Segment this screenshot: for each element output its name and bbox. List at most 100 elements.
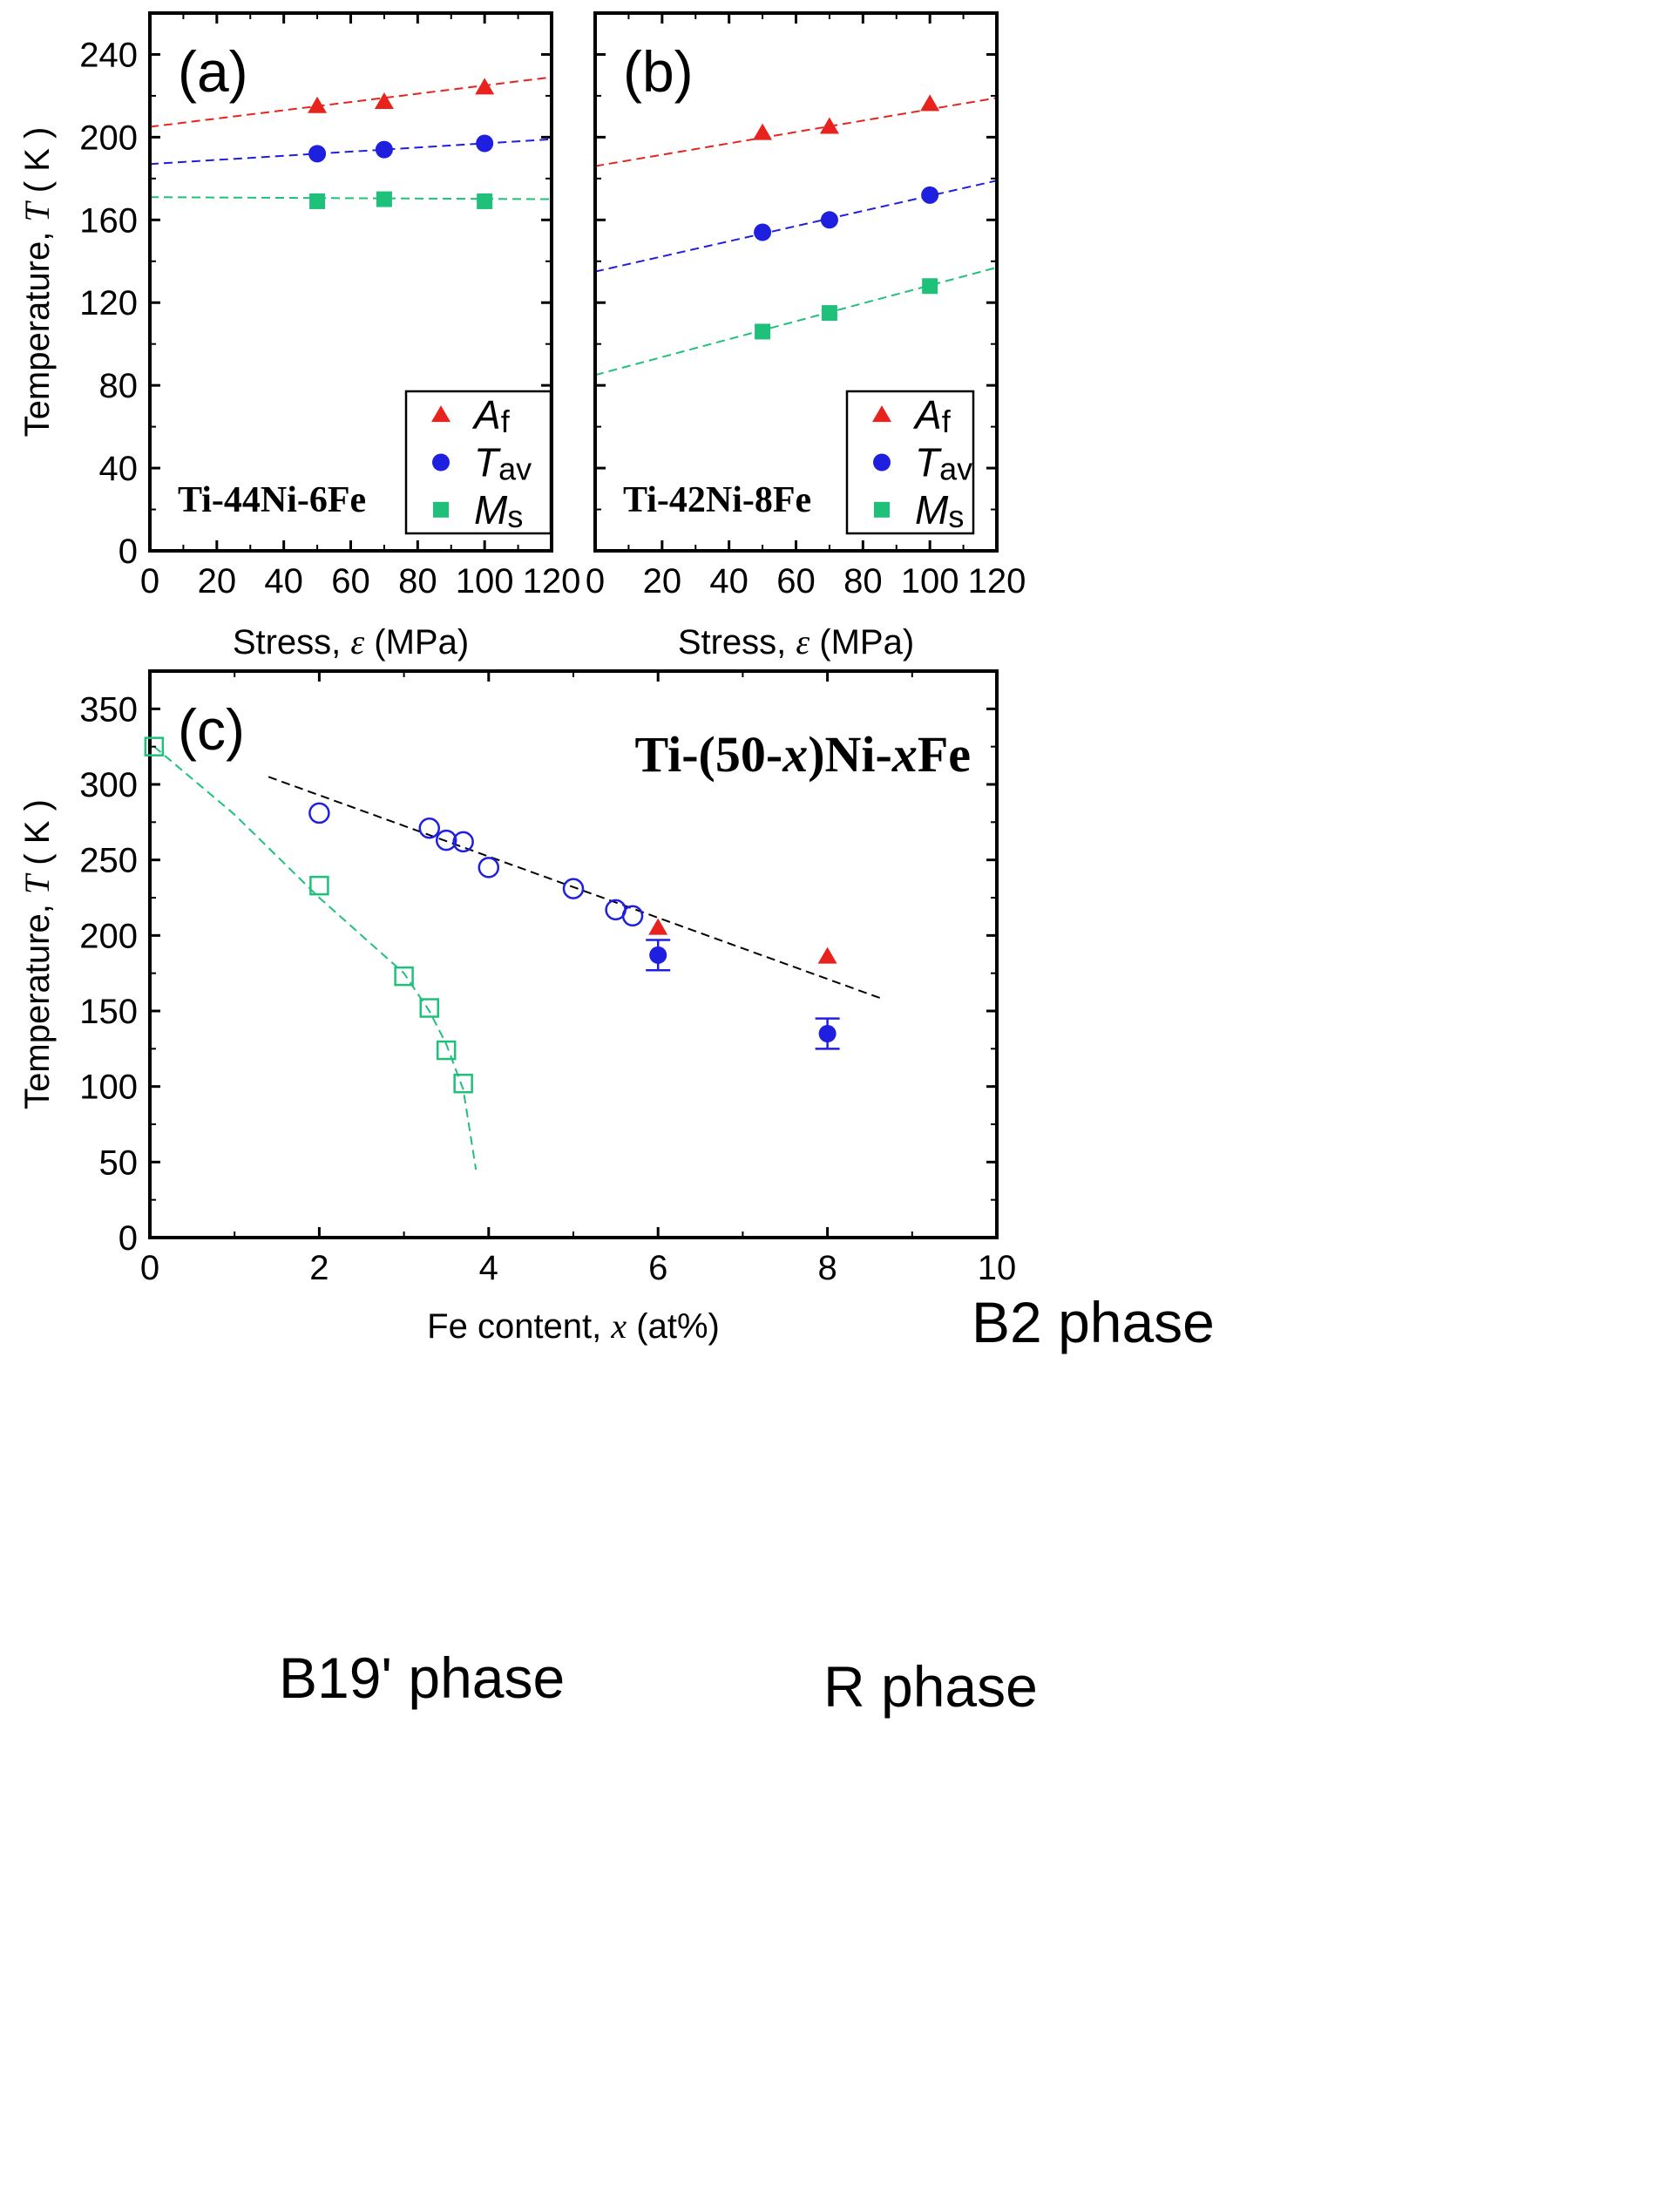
x-tick-label: 120 (523, 562, 581, 600)
x-tick-label: 8 (817, 1249, 837, 1287)
composition-part: x (891, 726, 918, 783)
legend-label: Af (912, 392, 952, 439)
x-axis-label: Stress, ε (MPa) (678, 622, 914, 662)
y-tick-label: 50 (99, 1143, 139, 1182)
legend-marker (433, 501, 449, 518)
legend-label: Af (471, 392, 511, 439)
axis-label-text: Temperature, (18, 222, 57, 438)
data-point (818, 1025, 837, 1042)
data-point (648, 918, 668, 935)
data-point (477, 193, 493, 209)
y-tick-label: 160 (79, 201, 138, 240)
data-point (376, 191, 392, 207)
data-point (753, 123, 773, 140)
data-point (374, 92, 394, 110)
axis-label-unit: ( K ) (18, 799, 57, 875)
x-tick-label: 0 (586, 562, 605, 600)
data-point (308, 145, 327, 163)
legend-subscript: av (939, 451, 972, 487)
x-axis-label: Stress, ε (MPa) (233, 622, 469, 662)
axis-label-symbol: T (17, 872, 57, 894)
data-point (453, 1073, 473, 1094)
plot-frame (148, 11, 553, 553)
panel-label: (c) (178, 697, 245, 762)
data-point (144, 736, 165, 756)
y-tick-label: 120 (79, 284, 138, 322)
data-point (394, 966, 414, 987)
axis-label-text: Temperature, (18, 894, 57, 1109)
data-point (821, 305, 837, 322)
x-tick-label: 100 (901, 562, 959, 600)
legend-box (404, 390, 552, 535)
legend-marker (872, 405, 891, 423)
plot-frame (593, 11, 999, 553)
y-tick-label: 350 (79, 690, 138, 729)
x-tick-label: 80 (843, 562, 883, 600)
plot-frame (148, 669, 999, 1239)
composition-part: Fe (918, 726, 971, 783)
x-tick-label: 100 (456, 562, 514, 600)
x-tick-label: 10 (978, 1249, 1017, 1287)
data-point (921, 186, 939, 204)
y-tick-label: 80 (99, 367, 139, 405)
data-point (435, 829, 457, 851)
axis-label-unit: ( K ) (18, 127, 57, 203)
composition-part: Ti-(50- (634, 726, 782, 783)
legend-box (845, 390, 975, 535)
y-tick-label: 0 (119, 533, 138, 571)
x-tick-label: 20 (643, 562, 682, 600)
data-point (436, 1040, 457, 1061)
y-tick-label: 200 (79, 119, 138, 157)
axis-label-text: Stress, (233, 623, 351, 662)
legend-symbol: T (474, 440, 501, 485)
legend-label: Ms (474, 487, 523, 534)
y-tick-label: 240 (79, 36, 138, 74)
y-axis-label: Temperature, T ( K ) (17, 127, 57, 438)
data-point (309, 193, 326, 209)
composition-label: Ti-42Ni-8Fe (623, 480, 811, 520)
x-tick-label: 60 (776, 562, 816, 600)
x-tick-label: 4 (479, 1249, 498, 1287)
data-point (309, 875, 329, 896)
phase-region-label: B2 phase (972, 1290, 1215, 1354)
data-point (478, 857, 500, 879)
x-tick-label: 80 (398, 562, 437, 600)
data-point (308, 802, 330, 824)
x-tick-label: 6 (648, 1249, 667, 1287)
x-tick-label: 20 (198, 562, 237, 600)
legend-subscript: f (942, 404, 952, 439)
x-tick-label: 0 (140, 1249, 159, 1287)
axis-label-text: Fe content, (427, 1307, 611, 1346)
y-tick-label: 100 (79, 1069, 138, 1107)
x-tick-label: 40 (264, 562, 303, 600)
data-point (754, 223, 772, 241)
composition-part: x (782, 726, 808, 783)
y-tick-label: 300 (79, 766, 138, 804)
axis-label-symbol: ε (350, 622, 364, 662)
x-tick-label: 60 (331, 562, 370, 600)
legend-label: Ms (915, 487, 964, 534)
composition-label: Ti-44Ni-6Fe (178, 480, 366, 520)
data-point (562, 878, 585, 899)
axis-label-text: Stress, (678, 623, 796, 662)
x-tick-label: 0 (140, 562, 159, 600)
y-tick-label: 200 (79, 917, 138, 955)
y-tick-label: 0 (119, 1219, 138, 1258)
data-point (418, 818, 441, 839)
data-point (920, 94, 940, 112)
legend-label: Tav (474, 440, 532, 487)
axis-label-unit: (MPa) (364, 623, 469, 662)
x-tick-label: 2 (309, 1249, 329, 1287)
y-tick-label: 150 (79, 993, 138, 1031)
axis-label-symbol: T (17, 200, 57, 222)
data-point (621, 905, 644, 927)
data-point (819, 117, 839, 134)
x-tick-label: 120 (968, 562, 1026, 600)
legend-marker (873, 453, 891, 472)
legend-symbol: M (915, 487, 949, 533)
data-point (308, 96, 328, 113)
data-point (820, 211, 838, 229)
